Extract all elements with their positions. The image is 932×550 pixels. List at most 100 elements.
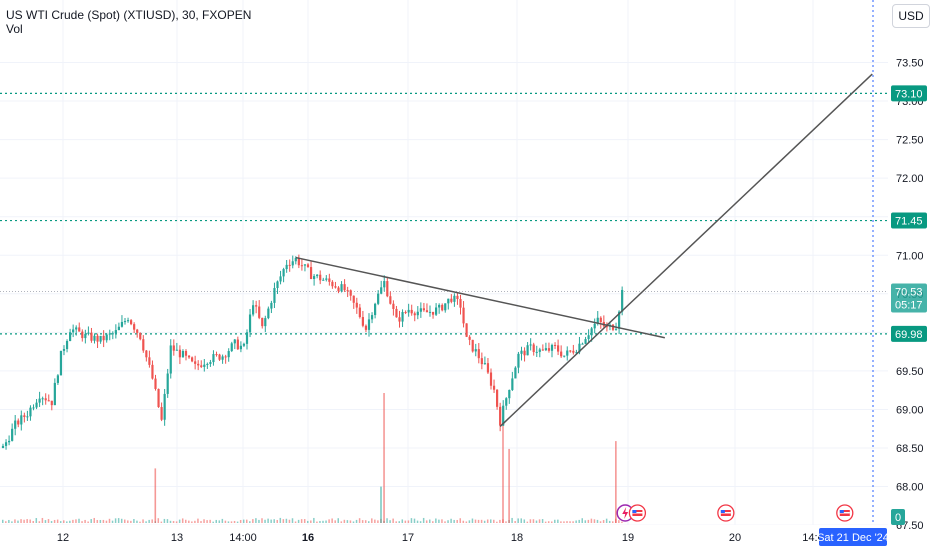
volume-bar [221,518,224,523]
candle-body [541,349,544,351]
volume-bar [47,519,50,523]
volume-bar [200,521,202,523]
candle-body [172,345,175,351]
candle-body [181,351,185,358]
candle-body [87,332,90,334]
volume-bar [541,519,544,523]
candle-body [291,261,294,266]
candle-body [389,296,392,304]
volume-bar [297,519,300,523]
candle-body [187,355,191,358]
volume-bar [218,520,221,523]
volume-bar [239,519,242,523]
volume-bar [32,521,34,523]
candle-body [496,389,499,407]
volume-bar [465,521,468,523]
volume-bar [352,521,355,523]
volume-spike [380,486,382,523]
volume-bar [151,519,153,523]
candle-body [410,309,413,314]
candle-body [621,289,624,312]
candle-body [520,350,523,354]
volume-bar [230,521,233,523]
volume-bar [544,521,547,523]
volume-bar [551,521,553,523]
candle-body [230,343,233,352]
volume-bar [413,518,416,523]
trendline [295,256,666,339]
candle-body [53,382,56,406]
candlesticks [1,254,624,450]
candle-body [102,335,105,341]
volume-bar [404,520,407,523]
currency-button[interactable]: USD [892,4,930,28]
volume-bar [224,520,227,523]
volume-bar [340,521,343,523]
volume-bar [520,518,522,523]
candle-body [194,361,197,364]
candle-body [203,364,206,367]
candle-body [517,353,520,368]
candle-body [431,311,435,315]
candle-body [450,298,453,302]
candle-body [285,264,288,270]
volume-bar [419,521,422,523]
candle-body [593,323,596,329]
candle-body [99,335,102,342]
candle-body [264,318,267,327]
candle-body [328,278,331,282]
volume-bar [316,521,318,523]
volume-bar [471,518,474,523]
candle-body [32,407,35,409]
y-tick-label: 71.00 [896,250,924,262]
candle-body [340,284,343,292]
volume-bar [371,518,373,523]
volume-bar [258,519,260,523]
volume-bar [50,521,53,523]
volume-bar [386,518,388,523]
candle-body [325,278,328,280]
trendlines [295,73,873,427]
volume-bar [563,521,565,523]
volume-axis-label: 0 [895,512,901,524]
candle-body [462,307,465,324]
volume-bar [166,519,169,523]
volume-indicator-label[interactable]: Vol [6,22,23,36]
candle-body [447,298,450,304]
countdown-label: 05:17 [895,299,923,311]
candle-body [550,344,554,351]
candle-body [306,264,310,268]
candle-body [114,330,117,334]
volume-bar [307,520,309,523]
volume-bar [93,517,95,523]
volume-bar [453,519,455,523]
volume-bar [581,518,583,523]
candle-body [590,328,593,336]
candle-body [227,351,230,358]
candle-body [160,407,163,420]
volume-spike [383,393,385,523]
symbol-title[interactable]: US WTI Crude (Spot) (XTIUSD), 30, FXOPEN [6,8,252,22]
volume-bar [303,519,306,523]
candle-body [142,339,145,351]
y-tick-label: 68.00 [896,482,924,494]
candle-body [337,287,340,292]
volume-bar [108,518,111,523]
candle-body [133,324,136,330]
volume-bar [587,519,590,523]
volume-bar [75,519,77,523]
candle-body [370,315,374,320]
volume-bar [410,518,413,523]
chart-grid [0,0,888,526]
candle-body [111,333,114,335]
candle-body [44,398,47,401]
volume-bar [294,521,297,523]
candle-body [41,398,44,400]
candle-body [233,339,236,344]
volume-bar [526,521,529,523]
volume-bar [560,521,562,523]
volume-bar [407,520,410,523]
candle-body [90,332,93,341]
volume-bar [197,518,199,523]
